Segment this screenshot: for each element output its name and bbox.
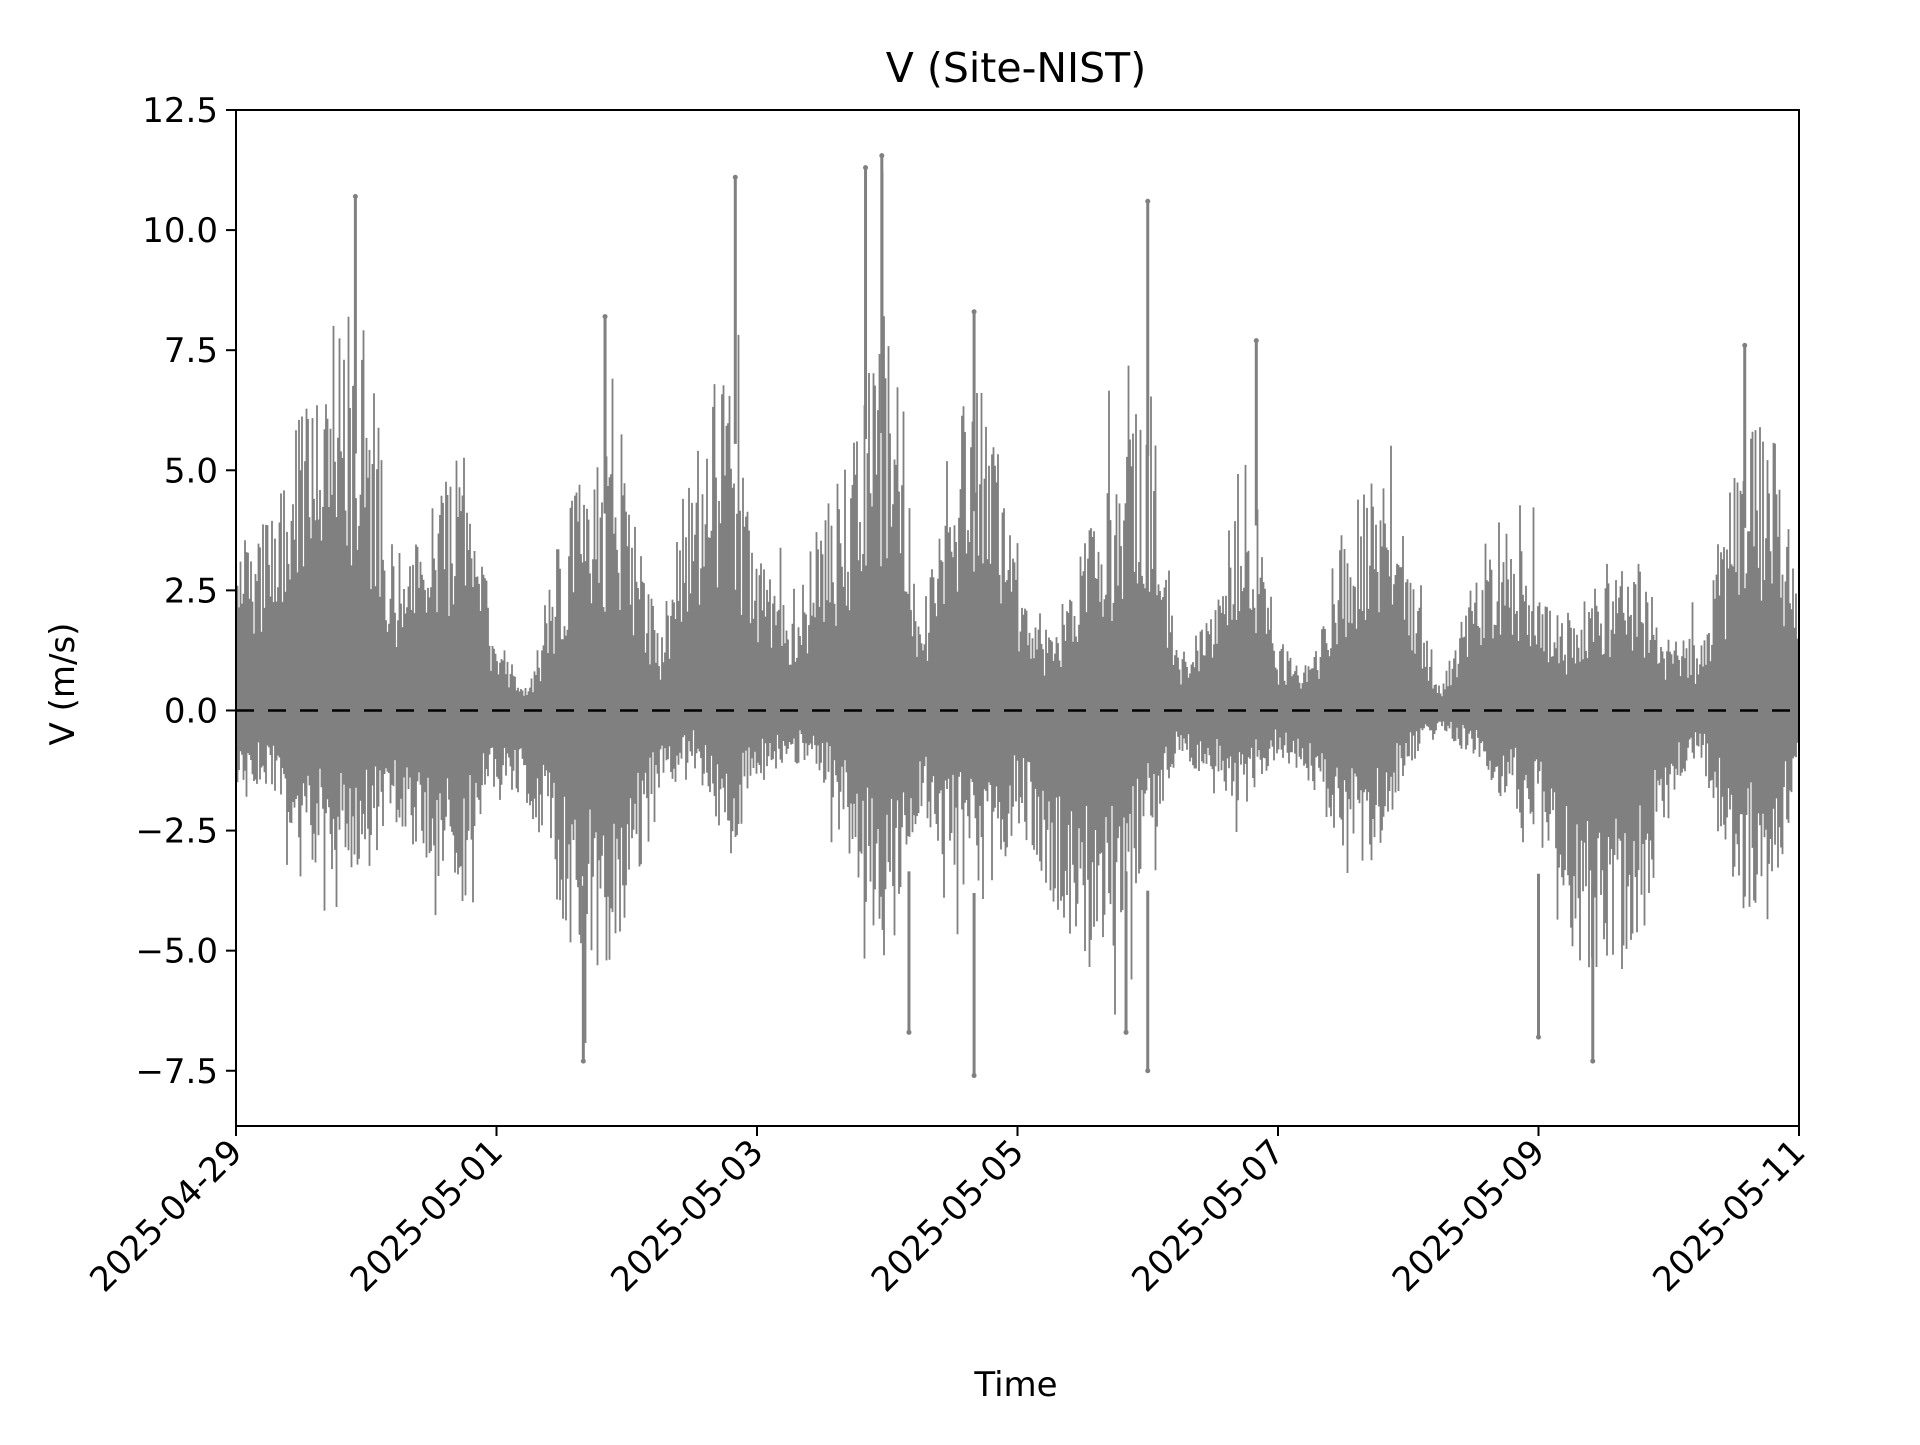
y-tick-label-6: −2.5 (135, 812, 218, 852)
data-point-2 (732, 174, 738, 180)
data-point-3 (863, 165, 869, 171)
data-point-9 (580, 1058, 586, 1064)
data-series-0 (236, 171, 1799, 1043)
data-point-15 (906, 1029, 912, 1035)
data-point-10 (971, 1073, 977, 1079)
chart-title: V (Site-NIST) (886, 44, 1146, 92)
x-tick-label-1: 2025-05-01 (343, 1132, 511, 1300)
data-point-14 (1123, 1029, 1129, 1035)
data-point-6 (1145, 198, 1151, 204)
x-tick-label-0: 2025-04-29 (82, 1132, 250, 1300)
data-point-4 (879, 153, 885, 159)
data-point-1 (602, 314, 608, 320)
y-tick-label-2: 7.5 (164, 331, 218, 371)
x-tick-label-6: 2025-05-11 (1645, 1132, 1813, 1300)
data-point-12 (1590, 1058, 1596, 1064)
x-tick-label-2: 2025-05-03 (603, 1132, 771, 1300)
y-axis-label: V (m/s) (43, 623, 83, 746)
x-tick-label-5: 2025-05-09 (1385, 1132, 1553, 1300)
x-axis: 2025-04-29 2025-05-01 2025-05-03 2025-05-05… (82, 1126, 1813, 1300)
y-tick-label-4: 2.5 (164, 571, 218, 611)
data-point-0 (352, 193, 358, 199)
y-tick-label-3: 5.0 (164, 451, 218, 491)
x-axis-label: Time (973, 1365, 1057, 1405)
y-tick-label-8: −7.5 (135, 1052, 218, 1092)
data-point-11 (1145, 1068, 1151, 1074)
plot-area (235, 109, 1800, 1127)
y-tick-label-1: 10.0 (142, 211, 218, 251)
x-tick-label-3: 2025-05-05 (864, 1132, 1032, 1300)
series-group (236, 153, 1799, 1079)
y-axis: 12.5 10.0 7.5 5.0 2.5 0.0 −2.5 −5.0 −7.5 (135, 91, 236, 1092)
data-point-7 (1253, 338, 1259, 344)
y-tick-label-0: 12.5 (142, 91, 218, 131)
y-tick-label-7: −5.0 (135, 932, 218, 972)
data-point-5 (971, 309, 977, 315)
data-point-13 (1536, 1034, 1541, 1040)
y-tick-label-5: 0.0 (164, 691, 218, 731)
data-point-8 (1742, 342, 1748, 348)
x-tick-label-4: 2025-05-07 (1124, 1132, 1292, 1300)
